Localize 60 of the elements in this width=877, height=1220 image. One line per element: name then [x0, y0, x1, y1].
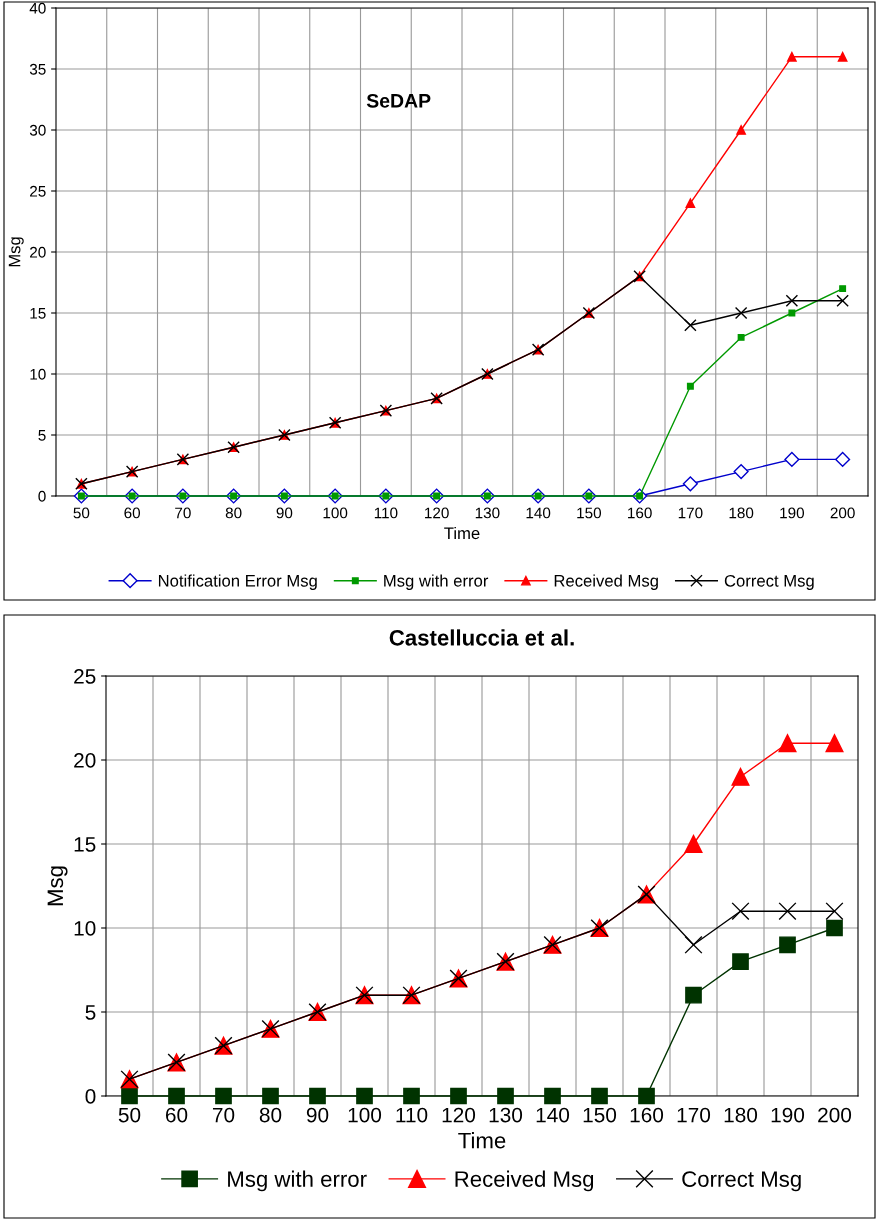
y-tick-label: 15	[74, 837, 96, 852]
x-tick-label: 190	[780, 507, 805, 519]
x-tick-label: 180	[729, 507, 754, 519]
x-tick-label: 200	[830, 507, 855, 519]
x-tick-label: 150	[583, 1107, 617, 1123]
x-tick-label: 80	[259, 1107, 282, 1123]
y-tick-label: 10	[74, 921, 96, 936]
y-tick-label: 0	[38, 490, 46, 502]
y-axis-title: Msg	[8, 237, 24, 267]
x-tick-label: 50	[73, 507, 90, 519]
y-tick-label: 25	[74, 669, 96, 684]
y-tick-label: 40	[29, 2, 46, 14]
x-tick-label: 130	[475, 507, 500, 519]
y-tick-label: 20	[30, 246, 46, 258]
y-tick-label: 20	[74, 753, 96, 768]
x-tick-label: 170	[677, 1107, 711, 1123]
legend-label: Correct Msg	[724, 574, 814, 590]
y-axis-title: Msg	[47, 866, 68, 906]
x-tick-label: 90	[306, 1107, 329, 1123]
y-tick-label: 25	[30, 185, 46, 197]
x-tick-label: 150	[577, 507, 602, 519]
x-axis-title: Time	[444, 526, 480, 540]
x-tick-label: 160	[628, 507, 652, 519]
x-tick-label: 110	[396, 1107, 428, 1123]
y-tick-label: 15	[30, 308, 46, 319]
x-tick-label: 120	[442, 1107, 476, 1123]
x-tick-label: 140	[526, 507, 551, 519]
x-axis-title: Time	[458, 1132, 506, 1149]
x-tick-label: 60	[165, 1107, 188, 1123]
chart-title: Castelluccia et al.	[389, 629, 574, 646]
text: SeDAP	[366, 93, 431, 108]
x-tick-label: 180	[724, 1107, 758, 1123]
y-tick-label: 10	[30, 368, 46, 380]
x-tick-label: 50	[118, 1107, 141, 1123]
x-tick-label: 170	[678, 507, 703, 519]
y-tick-label: 5	[85, 1005, 96, 1020]
x-tick-label: 60	[124, 507, 141, 519]
legend-label: Received Msg	[455, 1170, 594, 1192]
y-tick-label: 0	[85, 1089, 96, 1104]
x-tick-label: 130	[489, 1107, 523, 1123]
legend-label: Msg with error	[384, 574, 489, 590]
y-tick-label: 5	[38, 430, 46, 441]
x-tick-label: 190	[771, 1107, 805, 1123]
x-tick-label: 160	[630, 1107, 664, 1123]
x-tick-label: 120	[425, 507, 449, 519]
y-tick-label: 30	[29, 124, 46, 136]
legend-label: Correct Msg	[682, 1171, 801, 1192]
x-tick-label: 70	[175, 507, 191, 519]
x-tick-label: 100	[348, 1107, 382, 1123]
x-tick-label: 90	[276, 507, 293, 519]
x-tick-label: 110	[374, 507, 398, 519]
legend-label: Msg with error	[228, 1170, 367, 1192]
legend-label: Received Msg	[554, 574, 658, 590]
y-tick-label: 35	[29, 63, 46, 75]
x-tick-label: 80	[225, 507, 242, 519]
x-tick-label: 100	[323, 507, 348, 519]
x-tick-label: 140	[536, 1107, 570, 1123]
x-tick-label: 200	[818, 1107, 852, 1123]
legend-label: Notification Error Msg	[158, 574, 317, 590]
x-tick-label: 70	[212, 1107, 235, 1123]
